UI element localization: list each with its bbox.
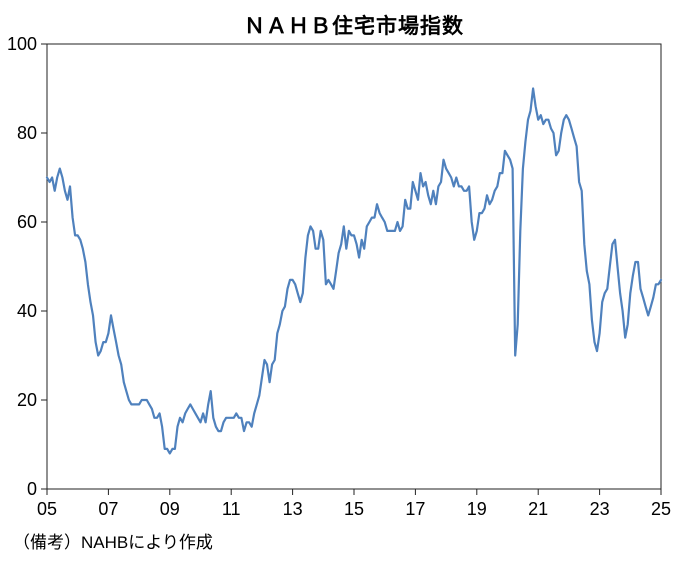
x-axis-tick-label: 19: [467, 499, 487, 519]
x-axis-tick-label: 09: [160, 499, 180, 519]
x-axis-tick-label: 11: [222, 499, 241, 519]
x-axis-tick-label: 21: [528, 499, 548, 519]
footer-note: （備考）NAHBにより作成: [13, 533, 213, 552]
y-axis-tick-label: 100: [7, 34, 37, 54]
x-axis-tick-label: 23: [590, 499, 610, 519]
x-axis-tick-label: 07: [98, 499, 118, 519]
y-axis-tick-label: 0: [27, 479, 37, 499]
plot-border: [46, 43, 662, 490]
x-axis-tick-label: 13: [283, 499, 303, 519]
x-axis-tick-label: 15: [344, 499, 364, 519]
y-axis-tick-label: 40: [17, 301, 37, 321]
data-line-nahb-index: [45, 87, 663, 455]
y-axis-tick-label: 20: [17, 390, 37, 410]
x-axis-tick-label: 17: [405, 499, 425, 519]
x-axis-tick-label: 05: [37, 499, 57, 519]
x-axis-tick-label: 25: [651, 499, 671, 519]
chart-title: ＮＡＨＢ住宅市場指数: [244, 15, 464, 38]
y-axis-tick-label: 80: [17, 123, 37, 143]
y-axis-tick-label: 60: [17, 212, 37, 232]
